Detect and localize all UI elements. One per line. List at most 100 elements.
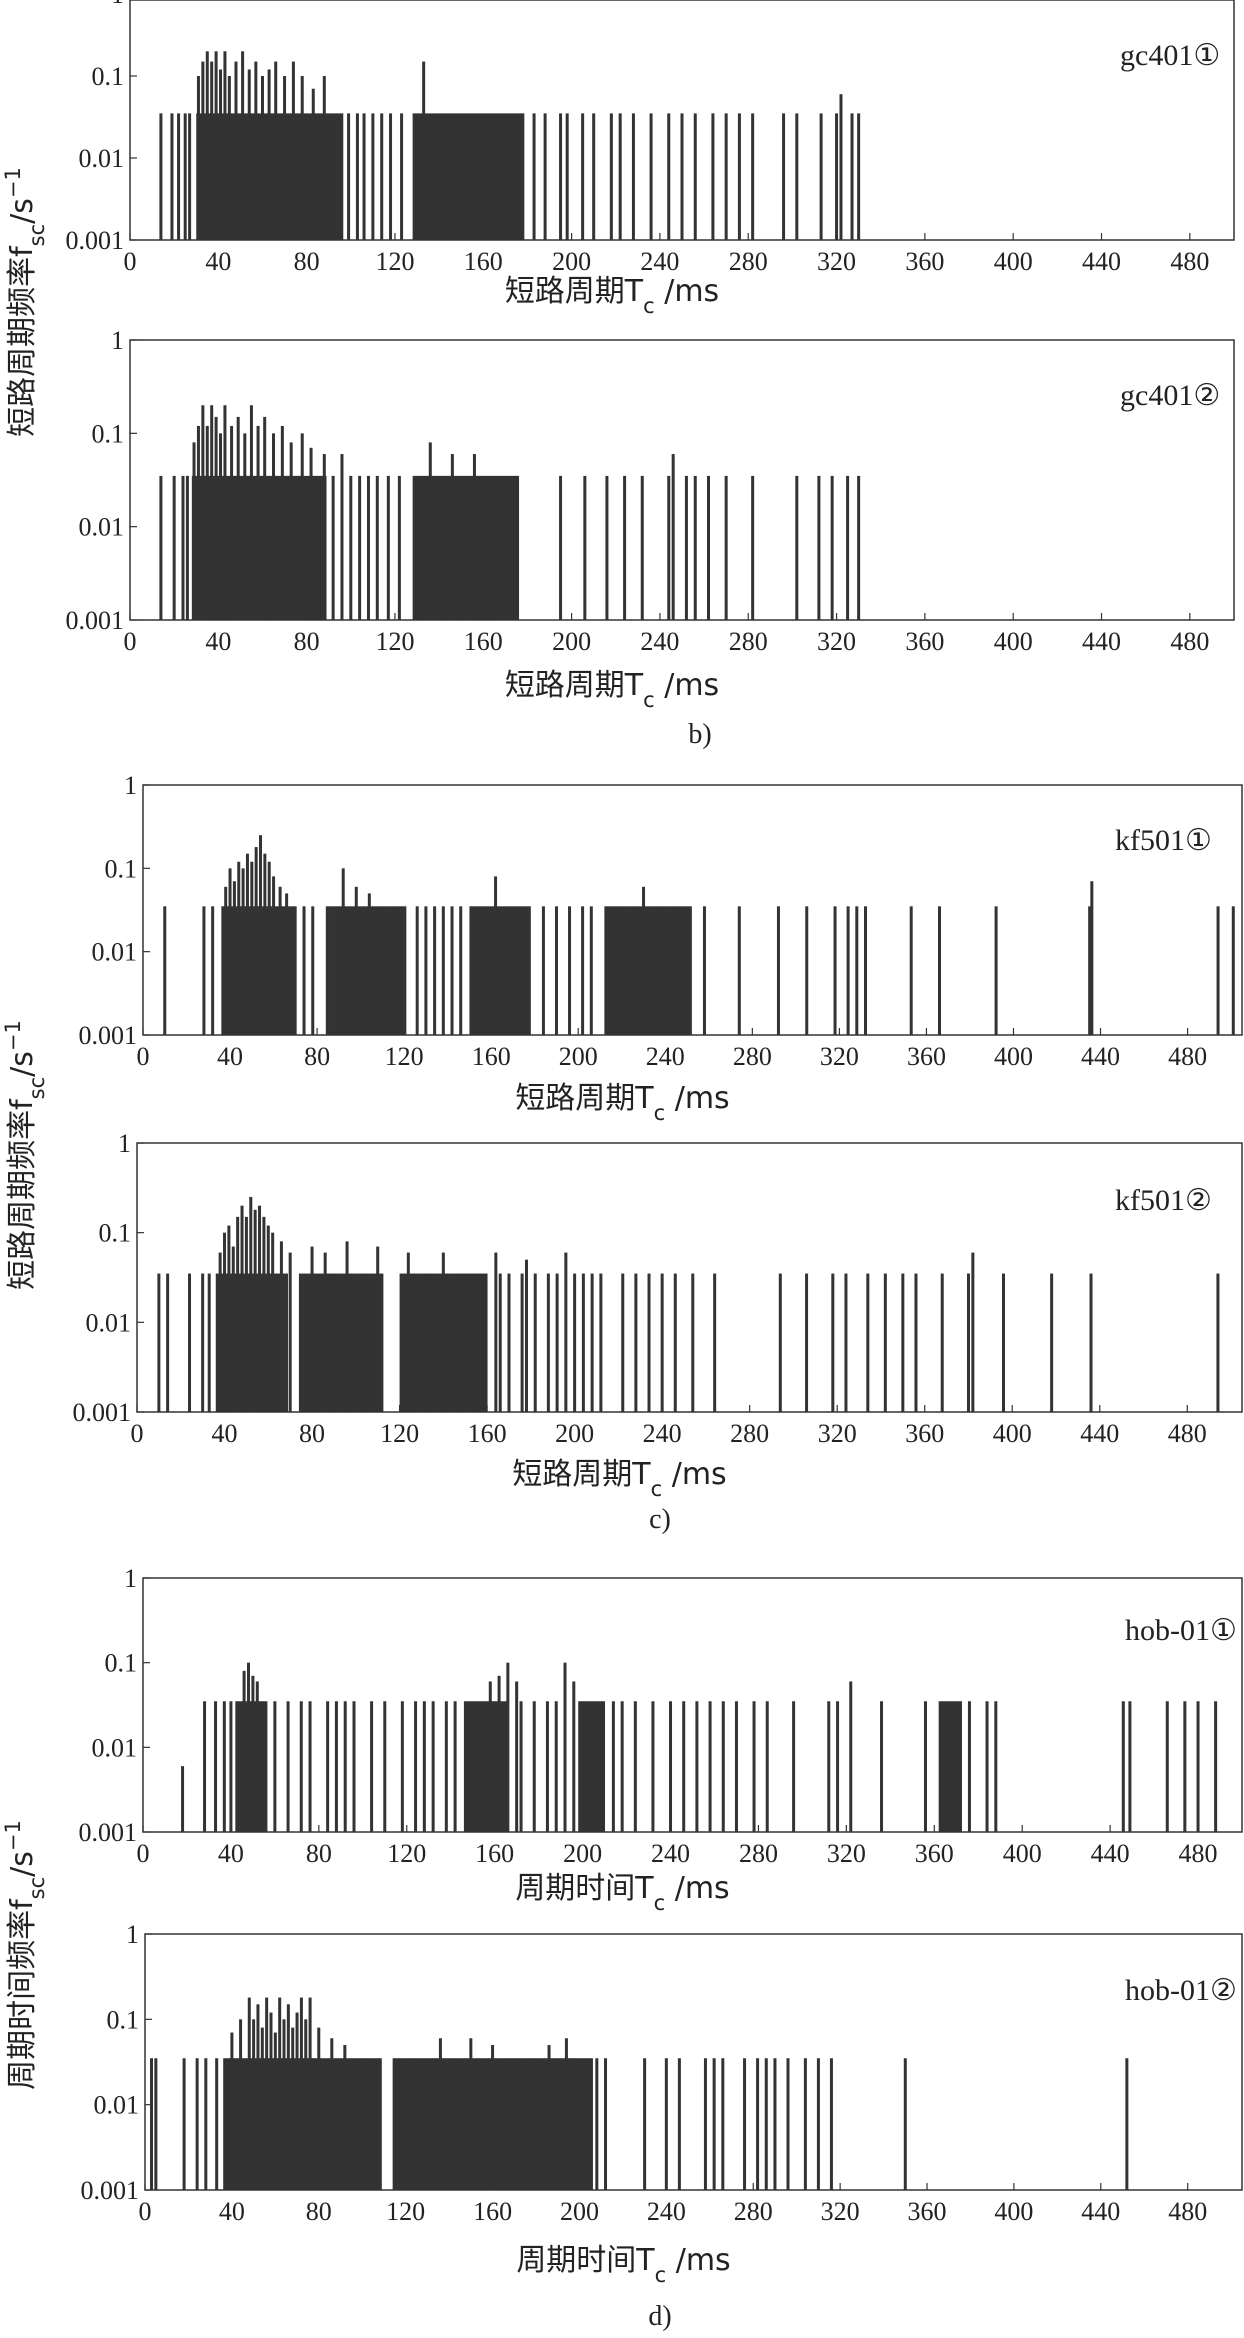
bar-sparse — [181, 475, 185, 620]
x-tick-label: 240 — [651, 1839, 690, 1868]
bar — [337, 2058, 341, 2190]
bar — [286, 113, 289, 240]
bar-sparse — [967, 1701, 971, 1832]
bar — [417, 1273, 420, 1412]
bar — [687, 906, 691, 1035]
bar — [573, 2058, 576, 2190]
bar — [651, 906, 654, 1035]
bar — [518, 113, 521, 240]
bar-sparse — [545, 1701, 549, 1832]
bar-sparse — [172, 475, 176, 620]
bar-sparse — [693, 475, 697, 620]
bar-peak — [367, 893, 371, 1035]
bar — [604, 906, 607, 1035]
bar — [472, 113, 475, 240]
bar — [326, 113, 330, 240]
bar — [258, 475, 262, 620]
bar — [367, 1273, 370, 1412]
bar — [328, 1273, 331, 1412]
bar-sparse — [532, 113, 536, 240]
bar-peak — [406, 1252, 410, 1412]
caption-b: b) — [688, 719, 711, 750]
bar — [322, 2058, 325, 2190]
bar — [252, 906, 255, 1035]
bar-sparse — [1216, 1273, 1220, 1412]
bar-peak — [228, 868, 232, 1035]
bar-peak — [243, 433, 247, 620]
bar — [337, 1273, 340, 1412]
bar — [328, 113, 331, 240]
y-tick-label: 0.001 — [73, 1398, 132, 1427]
bar — [488, 906, 491, 1035]
bar — [492, 906, 495, 1035]
bar — [504, 1701, 507, 1832]
bar — [469, 113, 472, 240]
bar-sparse — [229, 1701, 233, 1832]
bar — [463, 475, 467, 620]
bar — [340, 1273, 344, 1412]
bar — [499, 113, 502, 240]
bar — [332, 1273, 335, 1412]
bar-sparse — [795, 475, 799, 620]
bar — [488, 475, 491, 620]
bar-peak — [322, 454, 326, 620]
bar — [238, 113, 241, 240]
bar-sparse — [712, 2058, 716, 2190]
bar — [269, 475, 272, 620]
bar — [278, 475, 281, 620]
x-tick-label: 120 — [387, 1839, 426, 1868]
x-tick-label: 120 — [375, 247, 414, 276]
bar-sparse — [835, 113, 839, 240]
bar-peak — [494, 876, 498, 1035]
bar — [512, 2058, 515, 2190]
bar — [439, 113, 442, 240]
bar — [365, 1273, 368, 1412]
bar — [325, 113, 328, 240]
bar — [511, 113, 514, 240]
bar — [656, 906, 659, 1035]
bar — [618, 906, 621, 1035]
bar-sparse — [159, 113, 163, 240]
bar-sparse — [724, 475, 728, 620]
bar — [453, 1273, 457, 1412]
panel-series-name: gc401② — [1120, 379, 1220, 412]
bar — [949, 1701, 952, 1832]
bar-peak — [272, 433, 276, 620]
bar-sparse — [923, 1701, 927, 1832]
bar — [522, 2058, 526, 2190]
bar — [362, 2058, 365, 2190]
bar-peak — [242, 1670, 246, 1832]
bar — [282, 1273, 285, 1412]
bar — [589, 2058, 592, 2190]
bar-sparse — [966, 1273, 970, 1412]
x-tick-label: 320 — [820, 1042, 859, 1071]
bar-sparse — [611, 1701, 615, 1832]
y-tick-label: 0.1 — [92, 419, 125, 448]
bar — [376, 2058, 379, 2190]
bar-peak — [244, 1216, 248, 1412]
y-tick-label: 0.1 — [107, 2005, 140, 2034]
x-tick-label: 80 — [294, 247, 320, 276]
bar — [297, 2058, 301, 2190]
bar-peak — [252, 2019, 256, 2190]
bar-peak — [192, 442, 196, 620]
bar-sparse — [909, 906, 913, 1035]
bar-peak — [251, 1675, 255, 1832]
bar — [321, 113, 324, 240]
bar-sparse — [620, 1701, 624, 1832]
bar-sparse — [830, 475, 834, 620]
bar-sparse — [816, 2058, 820, 2190]
bar — [942, 1701, 945, 1832]
bar — [463, 2058, 467, 2190]
bar — [476, 475, 479, 620]
bar — [437, 113, 440, 240]
bar-sparse — [836, 1701, 840, 1832]
bar-peak — [274, 61, 278, 240]
bar — [404, 2058, 408, 2190]
bar-sparse — [554, 1701, 558, 1832]
bar-sparse — [737, 906, 741, 1035]
bar — [483, 1701, 486, 1832]
bar — [647, 906, 651, 1035]
bar-peak — [255, 1681, 259, 1832]
bar — [395, 906, 398, 1035]
